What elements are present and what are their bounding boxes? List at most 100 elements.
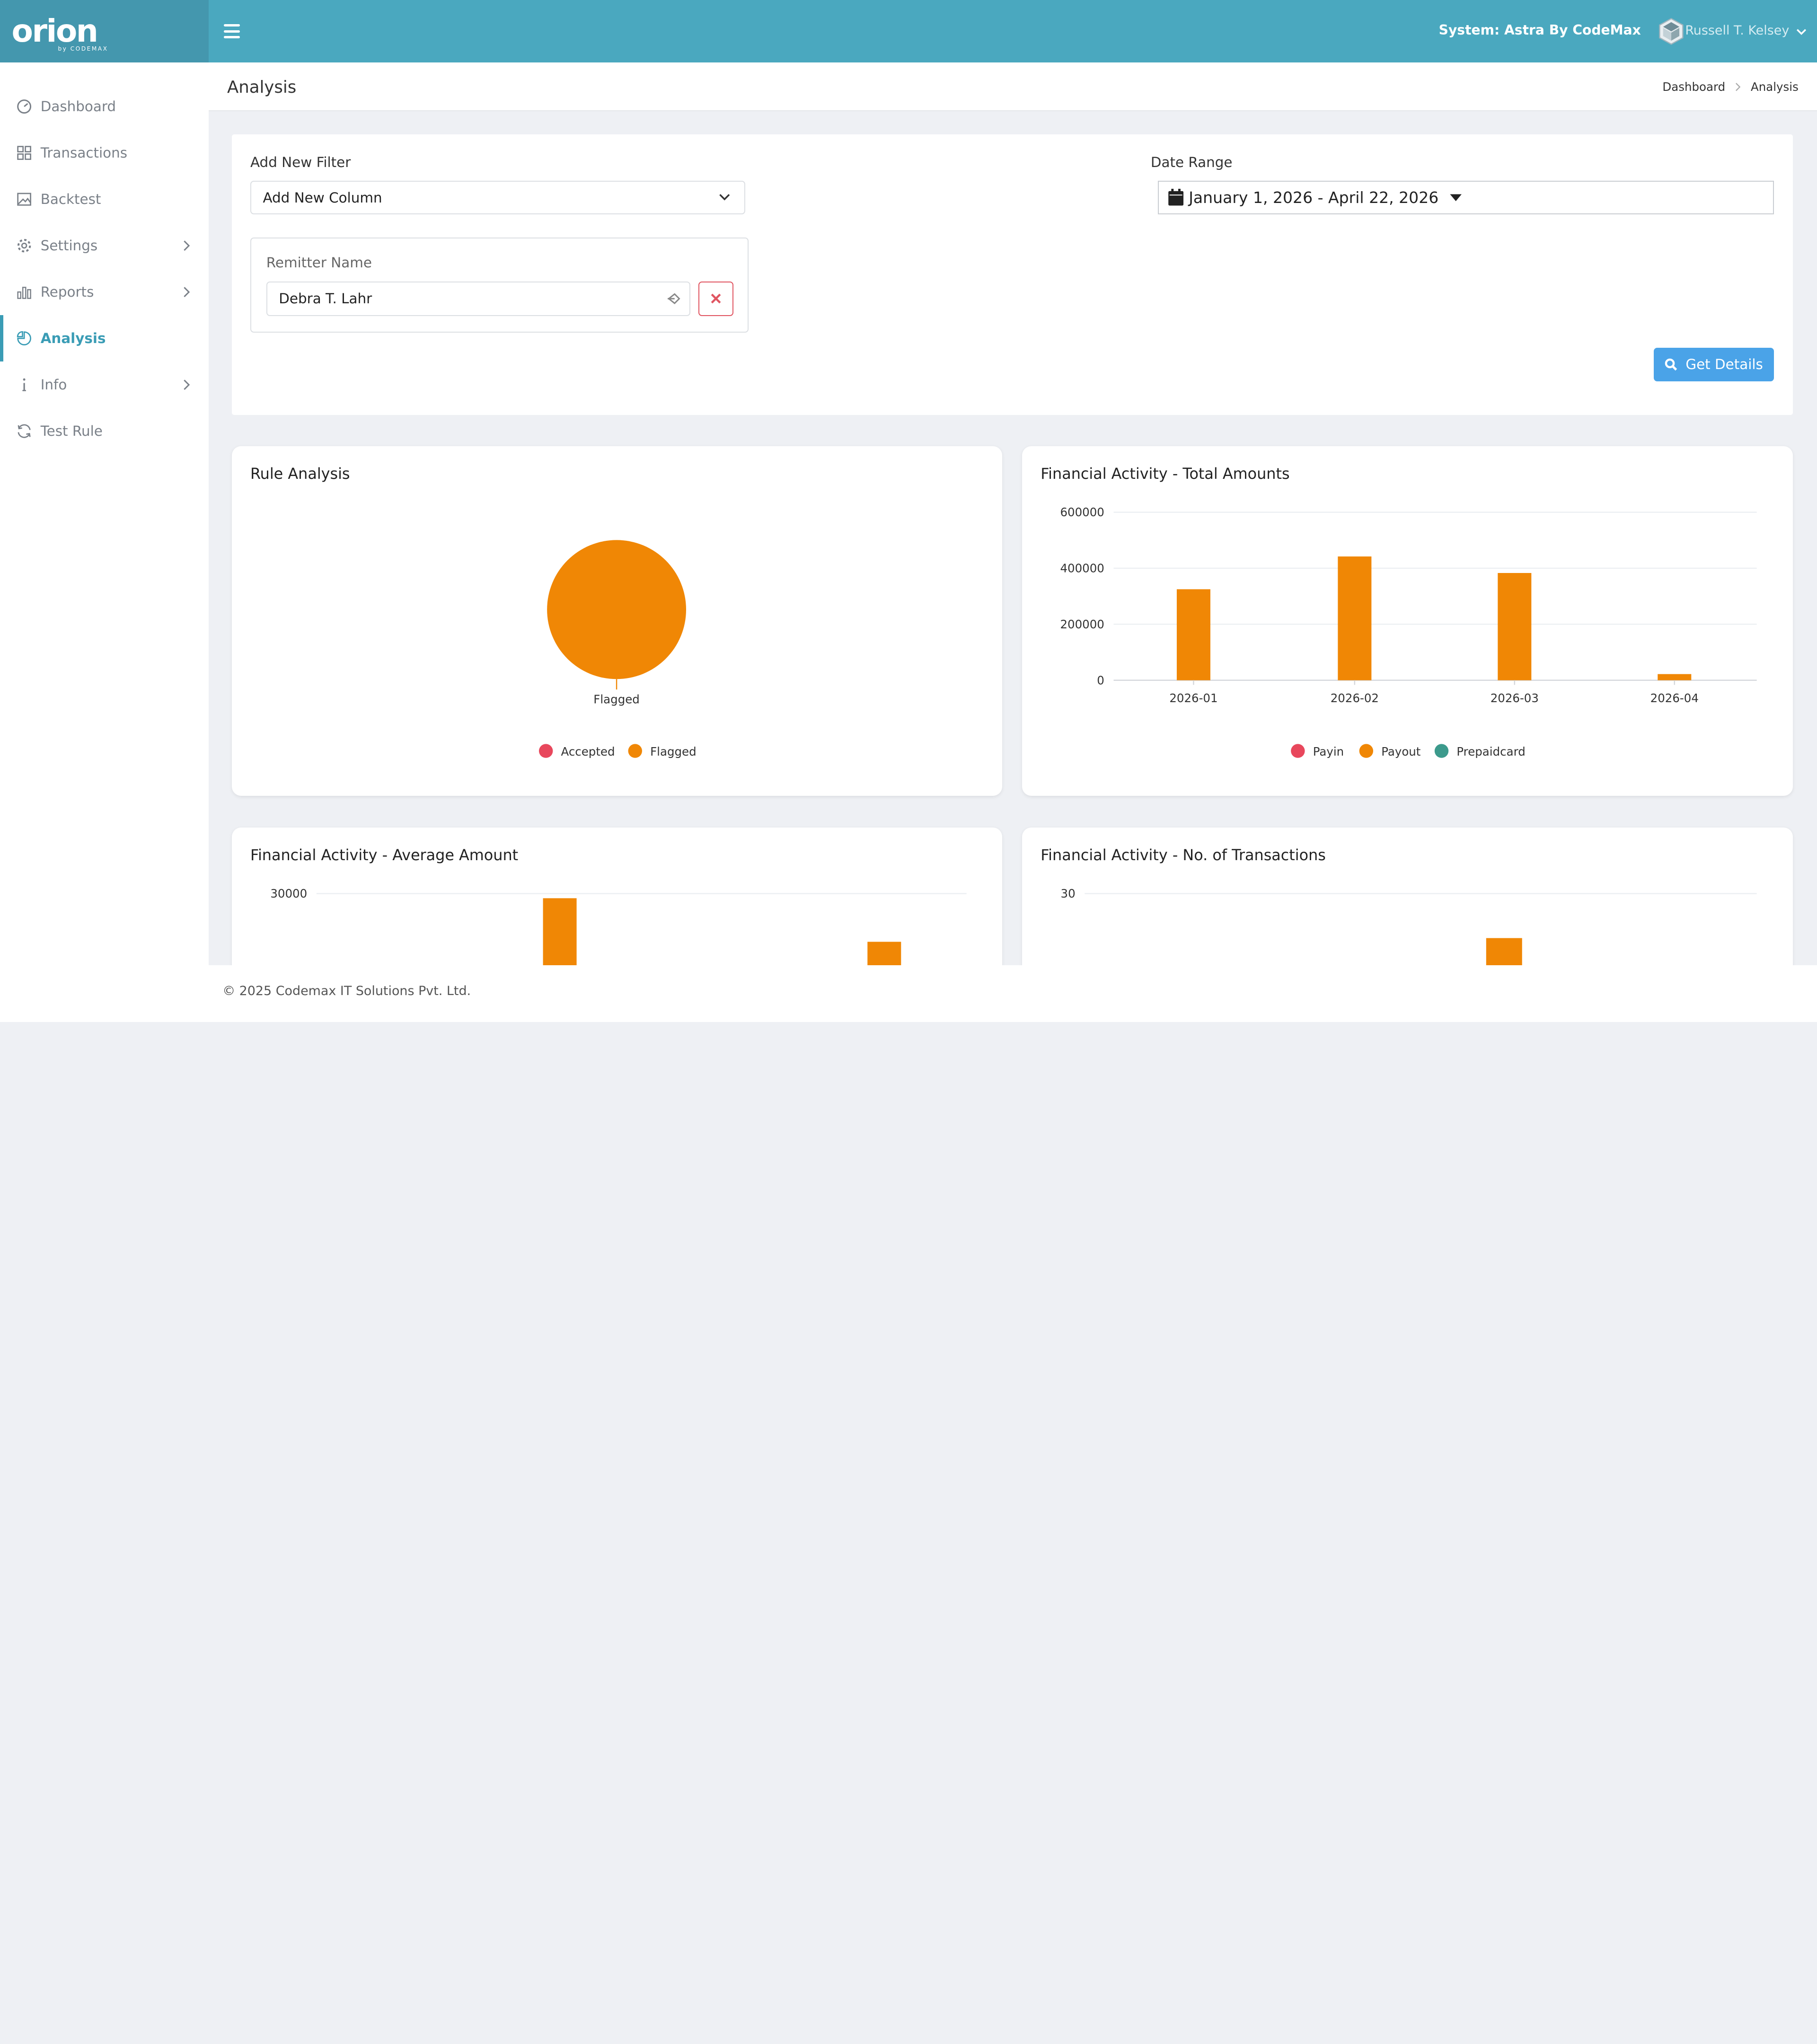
legend-marker-accepted xyxy=(538,744,553,758)
top-bar: System: Astra By CodeMax Russell T. Kels… xyxy=(208,0,1817,63)
pie-icon xyxy=(17,331,32,345)
add-column-value: Add New Column xyxy=(263,190,382,206)
legend-marker-payin xyxy=(1291,744,1305,758)
logo: orion xyxy=(11,13,98,50)
bar-chart-icon xyxy=(17,287,32,299)
y-tick-label: 30000 xyxy=(270,887,307,900)
sidebar-item-label: Reports xyxy=(40,284,94,300)
y-tick-label: 400000 xyxy=(1060,561,1104,575)
remitter-name-value: Debra T. Lahr xyxy=(279,290,372,307)
pie-slice-label: Flagged xyxy=(593,693,640,706)
total-amounts-chart: 0 200000 400000 600000 2026-01 2026-02 2026-03… xyxy=(1060,505,1757,758)
close-icon xyxy=(711,294,721,304)
sidebar-item-settings[interactable]: Settings xyxy=(0,222,209,269)
bar-2026-01 xyxy=(1176,589,1210,680)
sidebar-item-analysis[interactable]: Analysis xyxy=(0,315,209,362)
add-column-select[interactable]: Add New Column xyxy=(250,181,745,215)
gear-icon xyxy=(18,238,31,253)
chevron-right-icon xyxy=(1736,82,1741,91)
y-tick-label: 30 xyxy=(1061,887,1076,900)
bar-2026-03 xyxy=(1498,573,1532,680)
rule-analysis-title: Rule Analysis xyxy=(250,465,350,483)
y-tick-label: 600000 xyxy=(1060,505,1104,519)
legend-label-prepaidcard: Prepaidcard xyxy=(1456,745,1525,758)
sidebar-item-dashboard[interactable]: Dashboard xyxy=(0,83,209,130)
copyright-text: © 2025 Codemax IT Solutions Pvt. Ltd. xyxy=(222,984,471,999)
app-window: orion by CODEMAX System: Astra By CodeMa… xyxy=(0,0,1817,1022)
remitter-filter-box: Remitter Name Debra T. Lahr xyxy=(250,238,749,333)
breadcrumb-current: Analysis xyxy=(1751,79,1799,94)
sidebar-item-test-rule[interactable]: Test Rule xyxy=(0,408,209,454)
breadcrumb-dashboard-link[interactable]: Dashboard xyxy=(1662,79,1726,94)
logo-area[interactable]: orion by CODEMAX xyxy=(0,0,209,63)
rule-analysis-chart: Flagged Accepted Flagged xyxy=(538,540,697,758)
user-avatar-icon[interactable] xyxy=(1658,18,1684,45)
footer: © 2025 Codemax IT Solutions Pvt. Ltd. xyxy=(208,965,1817,1022)
caret-down-icon xyxy=(1450,194,1462,201)
remitter-label: Remitter Name xyxy=(266,255,372,271)
x-tick-label: 2026-01 xyxy=(1169,691,1217,705)
gauge-icon xyxy=(17,99,32,114)
total-amounts-title: Financial Activity - Total Amounts xyxy=(1041,465,1290,483)
remove-filter-button[interactable] xyxy=(698,281,733,317)
sidebar-item-label: Dashboard xyxy=(40,98,116,115)
legend-label-accepted: Accepted xyxy=(561,745,615,758)
x-tick-label: 2026-02 xyxy=(1331,691,1379,705)
x-tick-label: 2026-03 xyxy=(1491,691,1539,705)
sidebar: Dashboard Transactions Backtest Settings… xyxy=(0,62,209,1022)
hamburger-menu-icon[interactable] xyxy=(223,24,240,38)
legend-label-payout: Payout xyxy=(1381,745,1421,758)
legend-label-payin: Payin xyxy=(1313,745,1344,758)
date-range-picker[interactable]: January 1, 2026 - April 22, 2026 xyxy=(1157,181,1774,215)
sidebar-item-label: Test Rule xyxy=(40,423,103,439)
pie-slice-flagged xyxy=(547,540,686,679)
sidebar-item-label: Transactions xyxy=(40,145,128,161)
filter-card: Add New Filter Add New Column Date Range… xyxy=(231,134,1793,415)
y-tick-label: 0 xyxy=(1097,673,1104,687)
user-name[interactable]: Russell T. Kelsey xyxy=(1685,23,1790,38)
chevron-right-icon xyxy=(184,240,190,251)
rule-analysis-card: Rule Analysis Flagged Accepted Flagged xyxy=(231,446,1003,796)
chevron-right-icon xyxy=(184,379,190,390)
get-details-button[interactable]: Get Details xyxy=(1653,347,1774,381)
get-details-label: Get Details xyxy=(1685,356,1763,373)
refresh-icon xyxy=(18,424,31,438)
sidebar-item-label: Info xyxy=(40,377,67,393)
bar-2026-04 xyxy=(1658,674,1692,680)
x-tick-label: 2026-04 xyxy=(1650,691,1699,705)
image-icon xyxy=(17,193,32,206)
date-range-label: Date Range xyxy=(1150,154,1233,170)
legend-label-flagged: Flagged xyxy=(650,745,697,758)
chevron-down-icon xyxy=(719,194,730,201)
info-icon xyxy=(22,378,26,391)
autocomplete-arrow-icon xyxy=(667,293,680,304)
add-filter-label: Add New Filter xyxy=(250,154,351,170)
sidebar-item-label: Settings xyxy=(40,238,98,254)
y-tick-label: 200000 xyxy=(1060,617,1104,631)
legend-marker-payout xyxy=(1359,744,1374,758)
sidebar-item-label: Backtest xyxy=(40,191,101,208)
search-icon xyxy=(1665,358,1677,370)
date-range-value: January 1, 2026 - April 22, 2026 xyxy=(1189,188,1439,207)
chevron-down-icon[interactable] xyxy=(1796,26,1807,37)
sidebar-item-label: Analysis xyxy=(40,330,106,347)
average-amount-title: Financial Activity - Average Amount xyxy=(250,846,519,864)
page-title-bar: Analysis Dashboard Analysis xyxy=(208,62,1817,112)
sidebar-item-info[interactable]: Info xyxy=(0,361,209,408)
system-label: System: Astra By CodeMax xyxy=(1438,22,1641,38)
sidebar-item-reports[interactable]: Reports xyxy=(0,269,209,315)
grid-icon xyxy=(17,146,32,160)
sidebar-item-transactions[interactable]: Transactions xyxy=(0,130,209,176)
transactions-count-title: Financial Activity - No. of Transactions xyxy=(1041,846,1326,864)
page-title: Analysis xyxy=(227,78,297,97)
total-amounts-card: Financial Activity - Total Amounts 0 2000… xyxy=(1022,446,1793,796)
legend-marker-flagged xyxy=(628,744,642,758)
breadcrumb: Dashboard Analysis xyxy=(1662,80,1798,94)
bar-2026-02 xyxy=(1338,556,1372,680)
calendar-icon xyxy=(1168,189,1184,206)
sidebar-item-backtest[interactable]: Backtest xyxy=(0,176,209,222)
logo-sub: by CODEMAX xyxy=(58,45,108,52)
chevron-right-icon xyxy=(184,287,190,297)
remitter-name-input[interactable]: Debra T. Lahr xyxy=(266,281,691,317)
legend-marker-prepaidcard xyxy=(1434,744,1449,758)
